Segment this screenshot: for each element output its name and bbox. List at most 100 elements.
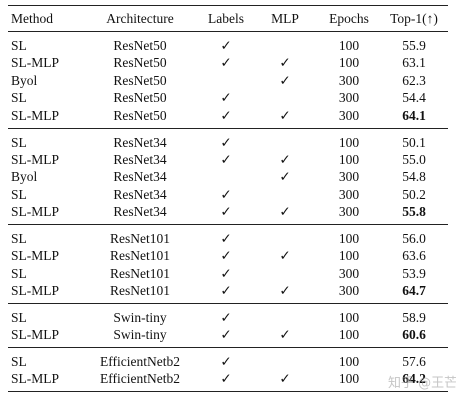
cell-architecture: ResNet34 bbox=[113, 134, 167, 150]
cell-labels-check: ✓ bbox=[220, 248, 232, 264]
cell-architecture: ResNet101 bbox=[110, 283, 170, 298]
cell-architecture: ResNet34 bbox=[113, 151, 167, 167]
cell-labels-check bbox=[200, 168, 252, 186]
cell-method: SL-MLP bbox=[11, 204, 60, 219]
cell-top1: 54.8 bbox=[402, 169, 426, 185]
table-row: SL-MLP ResNet34 ✓ ✓ 300 55.8 bbox=[8, 203, 448, 225]
cell-mlp-check: ✓ bbox=[279, 327, 291, 342]
header-architecture: Architecture bbox=[106, 11, 174, 26]
cell-mlp-check bbox=[252, 89, 318, 107]
cell-epochs: 100 bbox=[338, 354, 360, 369]
table-row: SL ResNet34 ✓ 300 50.2 bbox=[8, 186, 448, 204]
cell-mlp-check: ✓ bbox=[279, 55, 291, 71]
cell-epochs: 300 bbox=[338, 169, 360, 185]
table-group: SL EfficientNetb2 ✓ 100 57.6 SL-MLP EfficientN… bbox=[8, 347, 448, 392]
table-row: SL-MLP ResNet101 ✓ ✓ 100 63.6 bbox=[8, 247, 448, 265]
cell-mlp-check bbox=[252, 32, 318, 55]
table-group: SL ResNet34 ✓ 100 50.1 SL-MLP ResNet34 ✓ ✓ 100 55.… bbox=[8, 128, 448, 225]
cell-method: Byol bbox=[11, 72, 38, 88]
header-labels: Labels bbox=[208, 11, 244, 26]
cell-architecture: ResNet101 bbox=[110, 231, 170, 246]
cell-architecture: ResNet34 bbox=[113, 186, 167, 202]
table-row: SL ResNet50 ✓ 100 55.9 bbox=[8, 32, 448, 55]
table-group: SL Swin-tiny ✓ 100 58.9 SL-MLP Swin-tiny ✓ ✓ 100 6… bbox=[8, 303, 448, 348]
cell-epochs: 300 bbox=[338, 283, 360, 298]
cell-method: Byol bbox=[11, 169, 38, 185]
cell-method: SL-MLP bbox=[11, 151, 60, 167]
table-row: SL-MLP ResNet34 ✓ ✓ 100 55.0 bbox=[8, 151, 448, 169]
table-row: Byol ResNet34 ✓ 300 54.8 bbox=[8, 168, 448, 186]
cell-mlp-check: ✓ bbox=[279, 371, 291, 386]
cell-epochs: 100 bbox=[338, 151, 360, 167]
table-row: Byol ResNet50 ✓ 300 62.3 bbox=[8, 72, 448, 90]
header-epochs: Epochs bbox=[329, 11, 369, 26]
cell-labels-check: ✓ bbox=[220, 134, 232, 150]
cell-epochs: 100 bbox=[338, 371, 360, 386]
table-header: Method Architecture Labels MLP Epochs To… bbox=[8, 5, 448, 32]
cell-labels-check: ✓ bbox=[220, 327, 232, 342]
cell-top1: 63.1 bbox=[402, 55, 426, 71]
cell-method: SL bbox=[11, 265, 27, 281]
cell-top1: 56.0 bbox=[402, 231, 426, 246]
cell-architecture: Swin-tiny bbox=[113, 327, 167, 342]
cell-labels-check: ✓ bbox=[220, 90, 232, 106]
cell-method: SL bbox=[11, 354, 27, 369]
cell-labels-check: ✓ bbox=[220, 283, 232, 298]
cell-epochs: 100 bbox=[338, 231, 360, 246]
cell-top1: 53.9 bbox=[402, 265, 426, 281]
cell-method: SL bbox=[11, 134, 27, 150]
cell-epochs: 300 bbox=[338, 204, 360, 219]
table-row: SL-MLP Swin-tiny ✓ ✓ 100 60.6 bbox=[8, 326, 448, 348]
cell-labels-check: ✓ bbox=[220, 107, 232, 123]
cell-epochs: 100 bbox=[338, 134, 360, 150]
table-row: SL ResNet101 ✓ 100 56.0 bbox=[8, 225, 448, 248]
cell-mlp-check bbox=[252, 186, 318, 204]
cell-top1: 58.9 bbox=[402, 310, 426, 325]
cell-top1: 62.3 bbox=[402, 72, 426, 88]
header-mlp: MLP bbox=[271, 11, 299, 26]
table-group: SL ResNet50 ✓ 100 55.9 SL-MLP ResNet50 ✓ ✓ 100 63.… bbox=[8, 31, 448, 129]
table-row: SL EfficientNetb2 ✓ 100 57.6 bbox=[8, 348, 448, 371]
cell-epochs: 300 bbox=[338, 90, 360, 106]
cell-architecture: ResNet50 bbox=[113, 72, 167, 88]
cell-architecture: EfficientNetb2 bbox=[100, 371, 180, 386]
cell-method: SL-MLP bbox=[11, 55, 60, 71]
cell-method: SL-MLP bbox=[11, 283, 60, 298]
cell-top1: 64.7 bbox=[402, 283, 426, 298]
cell-labels-check: ✓ bbox=[220, 354, 232, 369]
cell-labels-check bbox=[200, 72, 252, 90]
cell-mlp-check: ✓ bbox=[279, 107, 291, 123]
cell-epochs: 100 bbox=[338, 327, 360, 342]
cell-architecture: ResNet34 bbox=[113, 169, 167, 185]
cell-top1: 57.6 bbox=[402, 354, 426, 369]
cell-epochs: 300 bbox=[338, 72, 360, 88]
cell-architecture: EfficientNetb2 bbox=[100, 354, 180, 369]
cell-architecture: ResNet101 bbox=[110, 265, 170, 281]
cell-top1: 63.6 bbox=[402, 248, 426, 264]
table-row: SL-MLP ResNet50 ✓ ✓ 300 64.1 bbox=[8, 107, 448, 129]
cell-method: SL-MLP bbox=[11, 248, 60, 264]
cell-labels-check: ✓ bbox=[220, 186, 232, 202]
cell-mlp-check: ✓ bbox=[279, 283, 291, 298]
cell-top1: 54.4 bbox=[402, 90, 426, 106]
cell-method: SL bbox=[11, 38, 27, 53]
results-table: Method Architecture Labels MLP Epochs To… bbox=[8, 5, 448, 392]
cell-architecture: ResNet50 bbox=[113, 38, 167, 53]
cell-epochs: 100 bbox=[338, 248, 360, 264]
cell-mlp-check bbox=[252, 225, 318, 248]
header-top1: Top-1(↑) bbox=[390, 11, 438, 26]
cell-labels-check: ✓ bbox=[220, 55, 232, 71]
cell-epochs: 100 bbox=[338, 310, 360, 325]
table-group: SL ResNet101 ✓ 100 56.0 SL-MLP ResNet101 ✓ ✓ 100 6… bbox=[8, 224, 448, 304]
cell-labels-check: ✓ bbox=[220, 231, 232, 246]
cell-top1: 60.6 bbox=[402, 327, 426, 342]
cell-labels-check: ✓ bbox=[220, 38, 232, 53]
table-row: SL-MLP ResNet101 ✓ ✓ 300 64.7 bbox=[8, 282, 448, 304]
cell-architecture: Swin-tiny bbox=[113, 310, 167, 325]
cell-mlp-check: ✓ bbox=[279, 248, 291, 264]
cell-labels-check: ✓ bbox=[220, 371, 232, 386]
cell-top1: 55.0 bbox=[402, 151, 426, 167]
table-row: SL Swin-tiny ✓ 100 58.9 bbox=[8, 304, 448, 327]
table-row: SL ResNet101 ✓ 300 53.9 bbox=[8, 265, 448, 283]
